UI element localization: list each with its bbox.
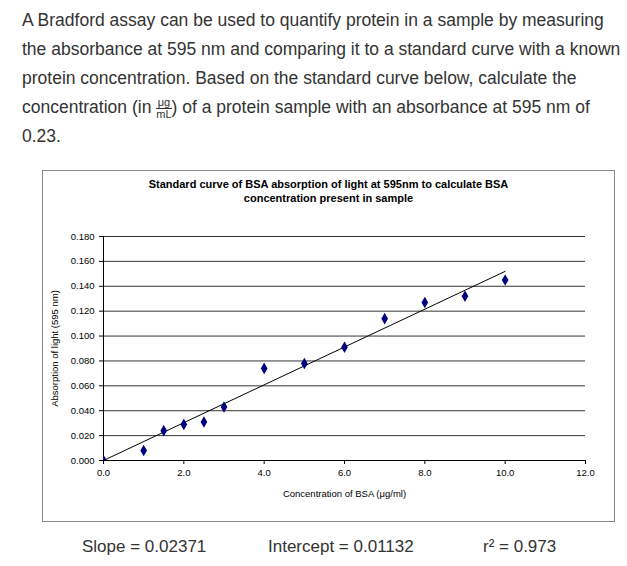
svg-text:Absorption of light (595 nm): Absorption of light (595 nm) [49, 290, 60, 407]
svg-text:0.080: 0.080 [71, 355, 95, 366]
svg-text:0.000: 0.000 [71, 455, 95, 466]
svg-text:0.0: 0.0 [97, 467, 110, 478]
svg-text:8.0: 8.0 [418, 467, 431, 478]
svg-text:4.0: 4.0 [258, 467, 271, 478]
svg-text:0.100: 0.100 [71, 330, 95, 341]
svg-text:0.160: 0.160 [71, 255, 95, 266]
svg-text:Concentration of BSA (μg/ml): Concentration of BSA (μg/ml) [283, 488, 406, 499]
svg-text:0.180: 0.180 [71, 231, 95, 242]
svg-text:0.060: 0.060 [71, 380, 95, 391]
html-text:Intercept = 0.01132: Intercept = 0.01132 [268, 537, 414, 556]
html-text:concentration present in sampl: concentration present in sample [243, 192, 414, 204]
html-text:r² = 0.973: r² = 0.973 [483, 537, 557, 556]
svg-text:6.0: 6.0 [338, 467, 351, 478]
html-text:Standard curve of BSA absorpti: Standard curve of BSA absorption of ligh… [148, 178, 509, 190]
svg-text:0.040: 0.040 [71, 405, 95, 416]
html-text:Slope = 0.02371: Slope = 0.02371 [82, 537, 207, 556]
svg-text:0.140: 0.140 [71, 280, 95, 291]
html-text:mL) of a protein sample with a: mL) of a protein sample with an absorban… [22, 97, 590, 146]
svg-text:12.0: 12.0 [576, 467, 595, 478]
html-text:A Bradford assay can be used t: A Bradford assay can be used to quantify… [22, 10, 621, 117]
svg-text:2.0: 2.0 [177, 467, 190, 478]
svg-text:0.120: 0.120 [71, 305, 95, 316]
svg-text:10.0: 10.0 [496, 467, 514, 478]
svg-text:0.020: 0.020 [71, 430, 95, 441]
